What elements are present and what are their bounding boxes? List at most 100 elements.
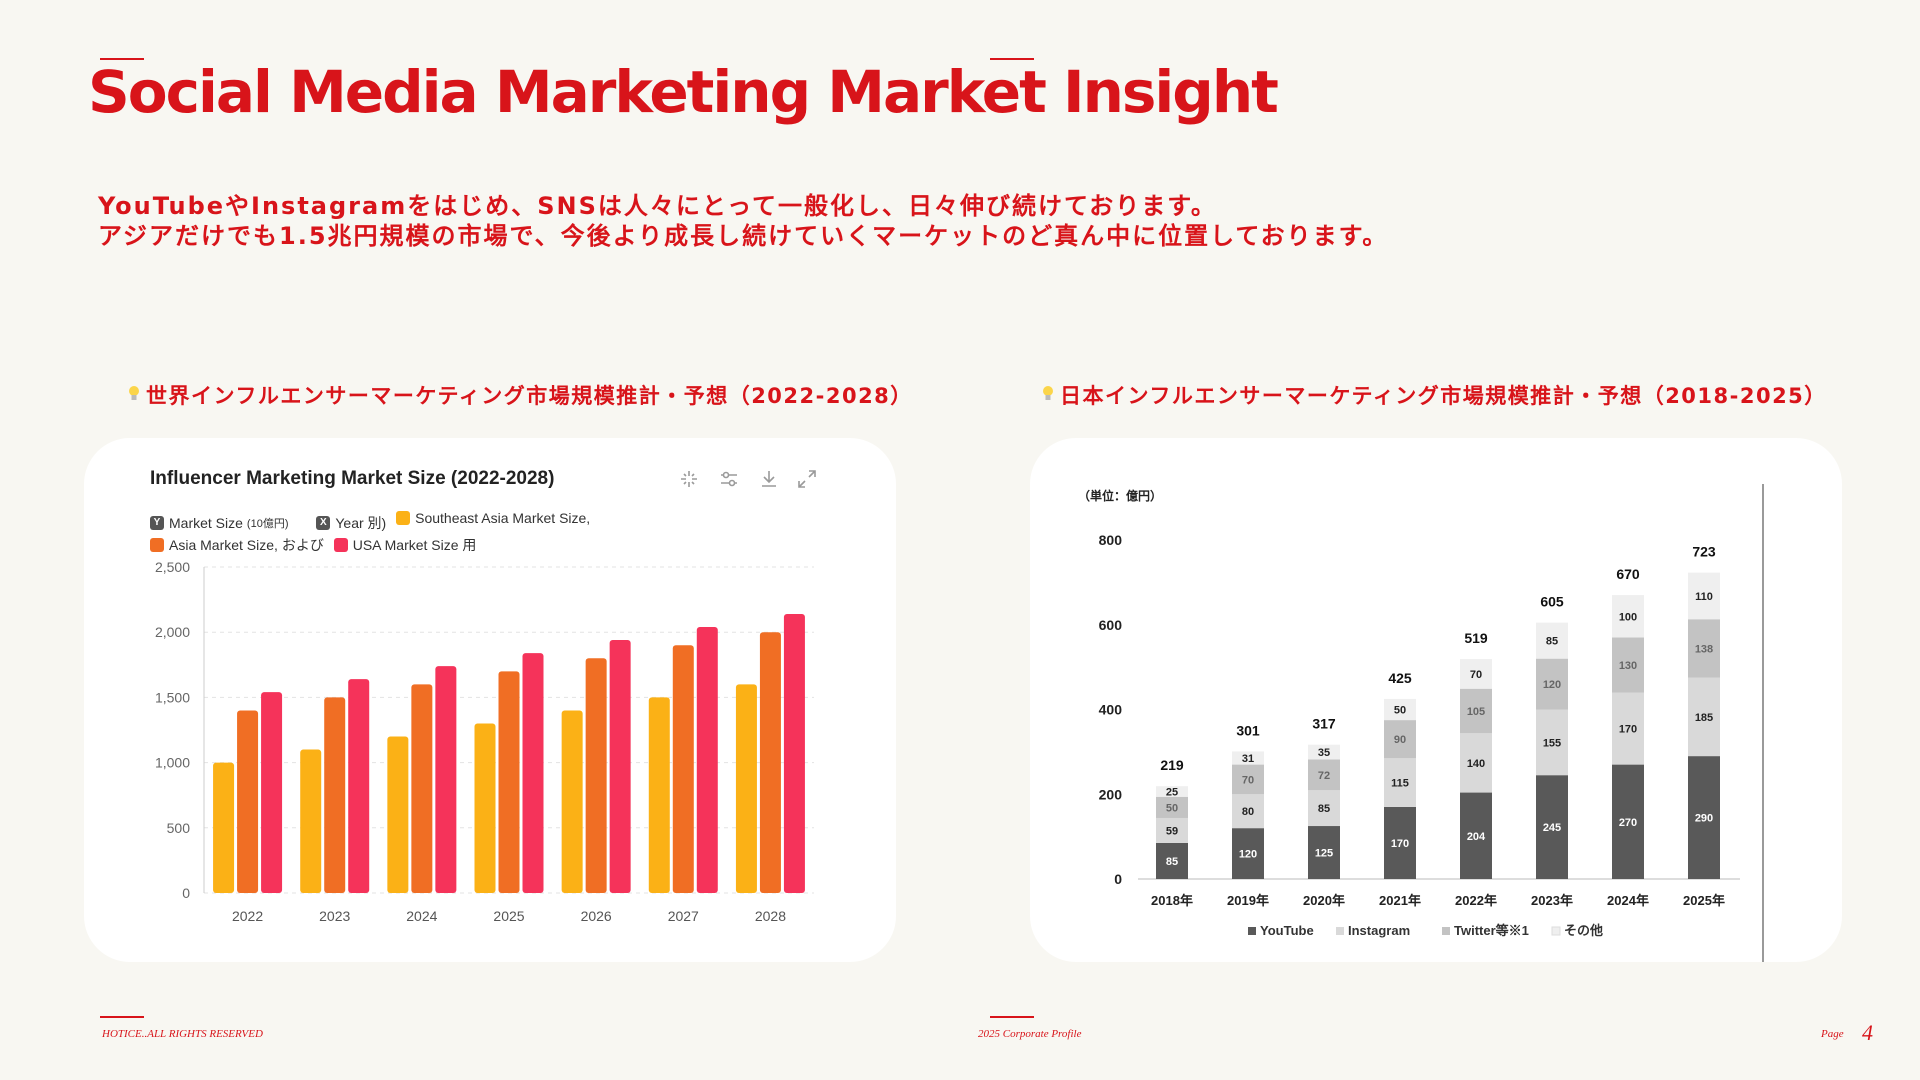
x-tick-label: 2028 — [755, 908, 786, 924]
y-tick-label: 400 — [1099, 702, 1123, 718]
bar-asia-market-size — [411, 684, 433, 893]
segment-value-label: 50 — [1166, 802, 1178, 814]
legend-label: Year 別) — [335, 515, 387, 531]
y-tick-label: 500 — [167, 820, 191, 836]
top-accent-line-left — [100, 58, 144, 60]
stack-segment-3 — [1688, 572, 1720, 620]
bar-usa-market-size — [435, 666, 457, 893]
segment-value-label: 155 — [1543, 737, 1561, 749]
download-icon[interactable] — [758, 468, 780, 490]
legend-item-usa[interactable]: USA Market Size 用 — [333, 535, 476, 555]
segment-value-label: 120 — [1239, 849, 1257, 861]
legend-swatch — [1248, 927, 1256, 935]
legend-label: Asia Market Size, および — [169, 537, 324, 553]
total-label: 519 — [1464, 630, 1488, 646]
left-chart-legend-row-2: Asia Market Size, および USA Market Size 用 — [150, 535, 482, 555]
stack-segment-1 — [1460, 733, 1492, 793]
settings-sliders-icon[interactable] — [718, 468, 740, 490]
x-tick-label: 2025年 — [1683, 893, 1725, 908]
stack-segment-2 — [1612, 637, 1644, 693]
legend-swatch — [1336, 927, 1344, 935]
right-section-heading-text: 日本インフルエンサーマーケティング市場規模推計・予想（2018-2025） — [1060, 384, 1827, 408]
segment-value-label: 35 — [1318, 747, 1330, 759]
x-tick-label: 2024 — [406, 908, 437, 924]
y-tick-label: 2,500 — [155, 559, 190, 575]
intro-line-1: YouTubeやInstagramをはじめ、SNSは人々にとって一般化し、日々伸… — [98, 192, 1217, 220]
bar-usa-market-size — [348, 679, 370, 893]
legend-item-asia[interactable]: Asia Market Size, および — [150, 535, 324, 555]
sparkle-icon[interactable] — [678, 468, 700, 490]
legend-label: その他 — [1564, 923, 1603, 938]
intro-line-2: アジアだけでも1.5兆円規模の市場で、今後より成長し続けていくマーケットのど真ん… — [98, 222, 1389, 250]
bar-southeast-asia-market-size — [648, 697, 670, 893]
x-tick-label: 2022年 — [1455, 893, 1497, 908]
total-label: 317 — [1312, 716, 1336, 732]
legend-label: Twitter等※1 — [1454, 923, 1529, 938]
x-tick-label: 2026 — [581, 908, 612, 924]
bar-southeast-asia-market-size — [213, 762, 235, 893]
stack-segment-3 — [1156, 786, 1188, 797]
bar-asia-market-size — [585, 658, 607, 893]
segment-value-label: 120 — [1543, 679, 1561, 691]
x-tick-label: 2022 — [232, 908, 263, 924]
footer-accent-line-left — [100, 1016, 144, 1018]
legend-item-x-axis: X Year 別) — [316, 513, 386, 533]
legend-item-southeast-asia[interactable]: Southeast Asia Market Size, — [396, 510, 590, 526]
unit-label: （単位：億円） — [1078, 488, 1162, 503]
legend-swatch — [396, 511, 411, 525]
bar-usa-market-size — [522, 653, 544, 893]
stack-segment-1 — [1308, 790, 1340, 827]
segment-value-label: 31 — [1242, 753, 1254, 765]
segment-value-label: 85 — [1166, 856, 1178, 868]
total-label: 670 — [1616, 566, 1640, 582]
bar-asia-market-size — [672, 645, 694, 893]
segment-value-label: 105 — [1467, 706, 1485, 718]
stack-segment-0 — [1232, 828, 1264, 879]
bar-southeast-asia-market-size — [474, 723, 496, 893]
segment-value-label: 70 — [1242, 774, 1254, 786]
y-tick-label: 1,000 — [155, 755, 190, 771]
bar-southeast-asia-market-size — [300, 749, 322, 893]
right-section-heading: 日本インフルエンサーマーケティング市場規模推計・予想（2018-2025） — [1042, 380, 1827, 410]
stack-segment-1 — [1384, 758, 1416, 807]
legend-label: Instagram — [1348, 923, 1410, 938]
segment-value-label: 59 — [1166, 825, 1178, 837]
y-tick-label: 0 — [1114, 871, 1122, 887]
stack-segment-1 — [1156, 817, 1188, 843]
stack-segment-0 — [1384, 806, 1416, 879]
stack-segment-0 — [1308, 826, 1340, 879]
left-section-heading: 世界インフルエンサーマーケティング市場規模推計・予想（2022-2028） — [128, 380, 913, 410]
stack-segment-2 — [1536, 658, 1568, 710]
segment-value-label: 138 — [1695, 643, 1713, 655]
legend-item-y-axis: Y Market Size (10億円) — [150, 515, 288, 531]
stack-segment-0 — [1156, 842, 1188, 879]
page-title: Social Media Marketing Market Insight — [88, 58, 1279, 126]
segment-value-label: 170 — [1391, 838, 1409, 850]
y-tick-label: 600 — [1099, 617, 1123, 633]
total-label: 219 — [1160, 757, 1184, 773]
bar-southeast-asia-market-size — [735, 684, 757, 893]
segment-value-label: 125 — [1315, 848, 1333, 860]
right-stacked-bar-chart: （単位：億円） 0 200 400 600 800 85 59 50 25 219 2018年 120 8… — [1078, 484, 1764, 962]
stack-segment-2 — [1308, 759, 1340, 791]
segment-value-label: 270 — [1619, 817, 1637, 829]
segment-value-label: 25 — [1166, 786, 1178, 798]
left-chart-title: Influencer Marketing Market Size (2022-2… — [150, 468, 555, 489]
total-label: 301 — [1236, 722, 1260, 738]
legend-label: YouTube — [1260, 923, 1314, 938]
stack-segment-2 — [1688, 619, 1720, 678]
stack-segment-3 — [1384, 698, 1416, 721]
segment-value-label: 72 — [1318, 770, 1330, 782]
expand-icon[interactable] — [796, 468, 818, 490]
y-tick-label: 2,000 — [155, 624, 190, 640]
y-tick-label: 0 — [182, 885, 190, 901]
stack-segment-1 — [1232, 794, 1264, 829]
bar-asia-market-size — [237, 710, 259, 893]
segment-value-label: 85 — [1318, 803, 1330, 815]
segment-value-label: 100 — [1619, 611, 1637, 623]
japan-market-chart-card: （単位：億円） 0 200 400 600 800 85 59 50 25 219 2018年 120 8… — [1030, 438, 1842, 962]
segment-value-label: 70 — [1470, 669, 1482, 681]
footer-page-label: Page — [1821, 1028, 1844, 1040]
footer-copyright: HOTICE..ALL RIGHTS RESERVED — [102, 1028, 263, 1040]
segment-value-label: 170 — [1619, 724, 1637, 736]
